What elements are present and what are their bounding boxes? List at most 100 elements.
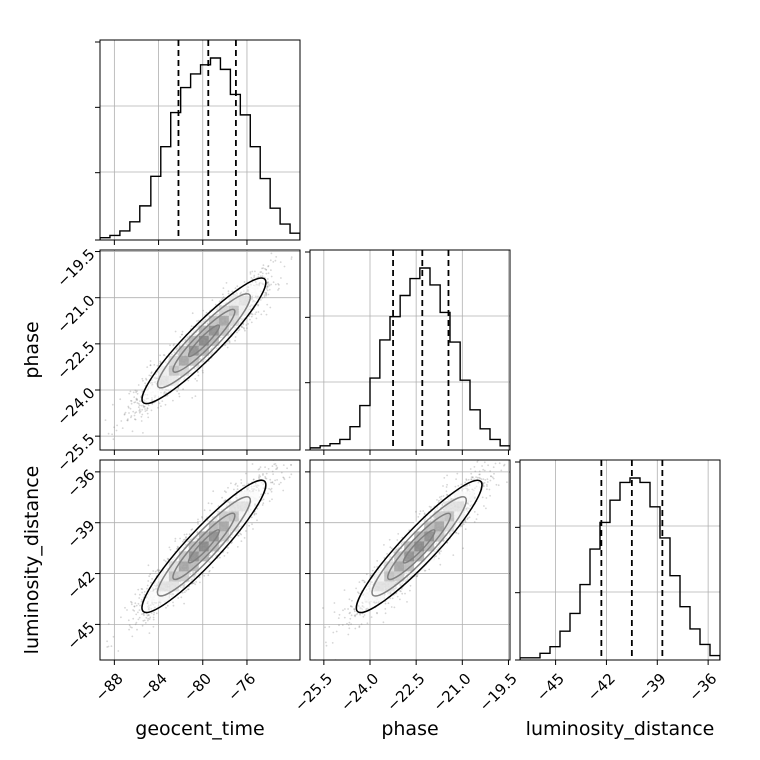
sample-point	[298, 452, 300, 454]
histogram-geocent_time	[100, 57, 300, 240]
sample-point	[223, 500, 226, 502]
sample-point	[107, 432, 110, 435]
sample-point	[137, 602, 140, 605]
sample-point	[191, 397, 194, 399]
sample-point	[236, 331, 238, 334]
panel-content	[100, 441, 300, 660]
sample-point	[261, 272, 264, 275]
sample-point	[140, 415, 143, 418]
sample-point	[165, 606, 167, 609]
sample-point	[506, 481, 508, 484]
sample-point	[129, 407, 132, 410]
sample-point	[172, 344, 175, 347]
sample-point	[282, 476, 285, 479]
sample-point	[176, 390, 179, 393]
sample-point	[172, 399, 174, 402]
sample-point	[179, 336, 182, 338]
sample-point	[275, 468, 277, 470]
sample-point	[243, 327, 246, 330]
sample-point	[126, 419, 129, 422]
sample-point	[174, 330, 177, 333]
sample-point	[177, 387, 180, 390]
sample-point	[182, 539, 185, 541]
sample-point	[274, 441, 276, 443]
sample-point	[177, 597, 180, 599]
sample-point	[354, 614, 357, 616]
sample-point	[262, 498, 265, 501]
sample-point	[134, 602, 137, 605]
sample-point	[274, 463, 277, 465]
sample-point	[147, 404, 150, 407]
sample-point	[207, 574, 210, 577]
sample-point	[271, 465, 274, 467]
sample-point	[455, 532, 458, 534]
sample-point	[274, 283, 277, 286]
sample-point	[217, 505, 220, 507]
sample-point	[240, 482, 243, 484]
sample-point	[236, 285, 239, 288]
sample-point	[194, 583, 197, 586]
sample-point	[267, 281, 270, 284]
sample-point	[252, 528, 254, 530]
sample-point	[267, 265, 270, 267]
sample-point	[267, 293, 270, 296]
sample-point	[190, 325, 193, 328]
sample-point	[277, 289, 279, 291]
sample-point	[276, 479, 278, 481]
sample-point	[241, 326, 244, 328]
sample-point	[203, 509, 206, 512]
sample-point	[199, 581, 201, 584]
sample-point	[269, 306, 272, 309]
sample-point	[140, 404, 143, 407]
sample-point	[197, 523, 199, 525]
sample-point	[194, 395, 197, 397]
sample-point	[226, 346, 229, 349]
sample-point	[174, 540, 177, 542]
sample-point	[283, 477, 285, 479]
sample-point	[111, 403, 114, 406]
sample-point	[196, 379, 198, 382]
sample-point	[156, 569, 159, 572]
y-tick-label: −42	[63, 567, 98, 602]
sample-point	[266, 285, 269, 287]
sample-point	[141, 588, 144, 590]
sample-point	[131, 430, 134, 433]
sample-point	[133, 610, 136, 612]
sample-point	[149, 573, 152, 576]
sample-point	[211, 566, 214, 569]
sample-point	[163, 559, 166, 561]
sample-point	[196, 320, 198, 322]
sample-point	[134, 623, 137, 626]
sample-point	[269, 259, 272, 262]
sample-point	[276, 467, 278, 470]
sample-point	[270, 490, 273, 493]
sample-point	[107, 645, 110, 648]
sample-point	[146, 407, 149, 410]
sample-point	[250, 277, 253, 279]
sample-point	[187, 588, 190, 591]
sample-point	[270, 487, 273, 490]
sample-point	[257, 303, 260, 306]
panel-frame	[309, 249, 511, 451]
sample-point	[142, 379, 144, 382]
sample-point	[179, 537, 182, 540]
sample-point	[214, 303, 217, 306]
sample-point	[252, 478, 255, 481]
sample-point	[251, 463, 254, 465]
sample-point	[224, 499, 227, 502]
sample-point	[148, 374, 151, 377]
sample-point	[119, 398, 122, 401]
sample-point	[139, 604, 141, 607]
sample-point	[139, 410, 142, 413]
sample-point	[117, 650, 120, 652]
sample-point	[228, 340, 231, 342]
sample-point	[138, 616, 141, 619]
sample-point	[133, 414, 136, 417]
sample-point	[137, 406, 140, 409]
sample-point	[406, 601, 408, 603]
sample-point	[164, 403, 167, 406]
sample-point	[250, 312, 253, 315]
sample-point	[112, 635, 115, 638]
sample-point	[271, 481, 274, 484]
sample-point	[240, 540, 243, 543]
